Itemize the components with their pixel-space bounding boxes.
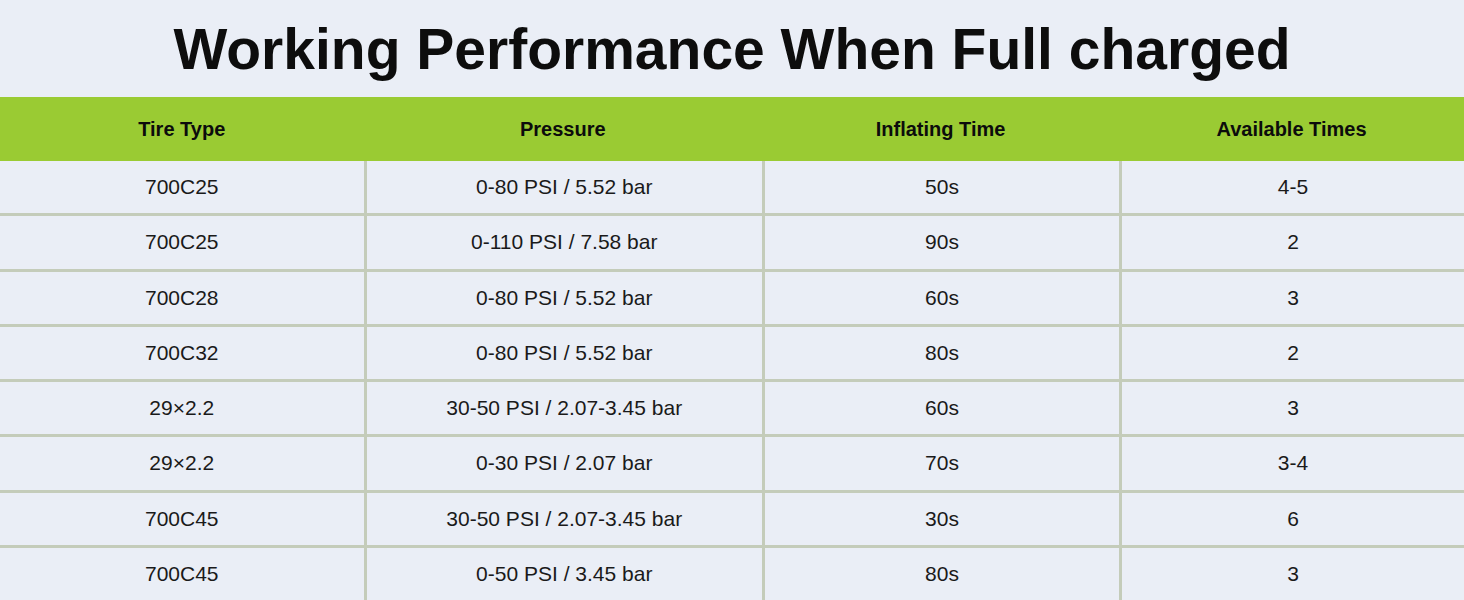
cell-tire-type: 700C25: [0, 161, 364, 213]
cell-available-times: 6: [1119, 493, 1464, 545]
cell-inflating-time: 30s: [762, 493, 1119, 545]
cell-pressure: 30-50 PSI / 2.07-3.45 bar: [364, 493, 763, 545]
cell-inflating-time: 60s: [762, 272, 1119, 324]
column-header-pressure: Pressure: [364, 97, 763, 161]
cell-available-times: 2: [1119, 327, 1464, 379]
page-title: Working Performance When Full charged: [174, 16, 1291, 82]
cell-inflating-time: 50s: [762, 161, 1119, 213]
table-row: 29×2.2 30-50 PSI / 2.07-3.45 bar 60s 3: [0, 379, 1464, 434]
cell-available-times: 3: [1119, 272, 1464, 324]
table-body: 700C25 0-80 PSI / 5.52 bar 50s 4-5 700C2…: [0, 161, 1464, 600]
column-header-inflating-time: Inflating Time: [762, 97, 1119, 161]
column-header-available-times: Available Times: [1119, 97, 1464, 161]
table-row: 700C25 0-80 PSI / 5.52 bar 50s 4-5: [0, 161, 1464, 213]
title-bar: Working Performance When Full charged: [0, 0, 1464, 97]
cell-tire-type: 700C28: [0, 272, 364, 324]
cell-available-times: 2: [1119, 216, 1464, 268]
cell-inflating-time: 80s: [762, 327, 1119, 379]
cell-tire-type: 29×2.2: [0, 382, 364, 434]
cell-tire-type: 700C45: [0, 493, 364, 545]
cell-pressure: 0-30 PSI / 2.07 bar: [364, 437, 763, 489]
column-header-tire-type: Tire Type: [0, 97, 364, 161]
cell-available-times: 3: [1119, 382, 1464, 434]
cell-available-times: 4-5: [1119, 161, 1464, 213]
table-header-row: Tire Type Pressure Inflating Time Availa…: [0, 97, 1464, 161]
cell-inflating-time: 80s: [762, 548, 1119, 600]
cell-inflating-time: 90s: [762, 216, 1119, 268]
table-row: 700C32 0-80 PSI / 5.52 bar 80s 2: [0, 324, 1464, 379]
table-row: 700C45 30-50 PSI / 2.07-3.45 bar 30s 6: [0, 490, 1464, 545]
cell-tire-type: 700C45: [0, 548, 364, 600]
cell-tire-type: 700C25: [0, 216, 364, 268]
cell-pressure: 0-80 PSI / 5.52 bar: [364, 272, 763, 324]
cell-pressure: 0-80 PSI / 5.52 bar: [364, 327, 763, 379]
table-row: 700C45 0-50 PSI / 3.45 bar 80s 3: [0, 545, 1464, 600]
cell-pressure: 30-50 PSI / 2.07-3.45 bar: [364, 382, 763, 434]
cell-pressure: 0-80 PSI / 5.52 bar: [364, 161, 763, 213]
cell-pressure: 0-110 PSI / 7.58 bar: [364, 216, 763, 268]
table-row: 700C28 0-80 PSI / 5.52 bar 60s 3: [0, 269, 1464, 324]
cell-available-times: 3-4: [1119, 437, 1464, 489]
cell-tire-type: 29×2.2: [0, 437, 364, 489]
cell-pressure: 0-50 PSI / 3.45 bar: [364, 548, 763, 600]
cell-inflating-time: 60s: [762, 382, 1119, 434]
cell-inflating-time: 70s: [762, 437, 1119, 489]
cell-tire-type: 700C32: [0, 327, 364, 379]
table-row: 700C25 0-110 PSI / 7.58 bar 90s 2: [0, 213, 1464, 268]
cell-available-times: 3: [1119, 548, 1464, 600]
working-performance-infographic: Working Performance When Full charged Ti…: [0, 0, 1464, 600]
table-row: 29×2.2 0-30 PSI / 2.07 bar 70s 3-4: [0, 434, 1464, 489]
